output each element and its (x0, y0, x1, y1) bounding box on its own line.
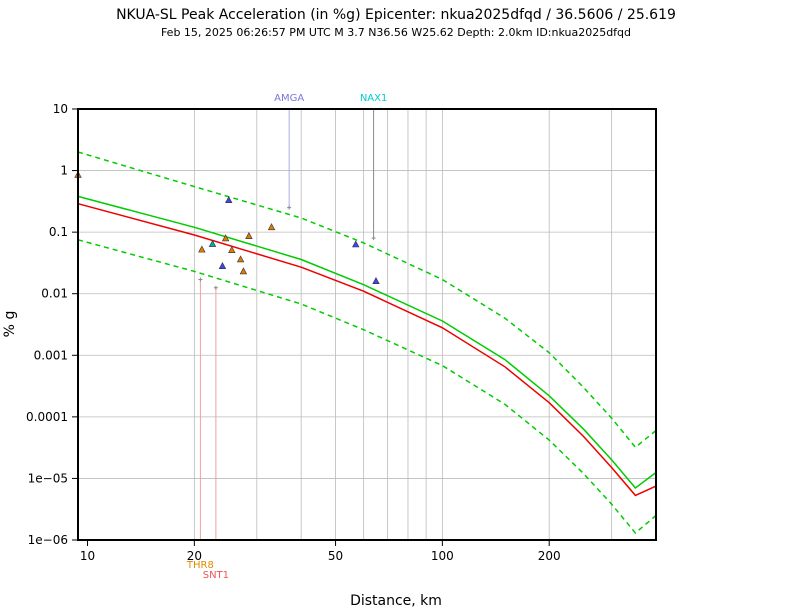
y-tick-label: 0.1 (49, 225, 68, 239)
station-point (239, 267, 248, 275)
gmpe-curves (77, 151, 657, 535)
grid (78, 108, 656, 541)
x-tick-label: 200 (538, 549, 561, 563)
chart-subtitle: Feb 15, 2025 06:26:57 PM UTC M 3.7 N36.5… (161, 26, 631, 39)
x-tick-label: 100 (431, 549, 454, 563)
station-point (228, 246, 236, 253)
station-point (218, 262, 227, 269)
flagged-point (287, 205, 292, 210)
station-point (245, 232, 253, 239)
axis-ticks: 10 20 50 100 200 10 1 0.1 0.01 0.001 0.0001 1e−05 1e… (26, 102, 561, 563)
y-tick-label: 1 (60, 164, 68, 178)
station-label: NAX1 (360, 93, 388, 104)
y-tick-label: 1e−06 (28, 533, 68, 547)
station-lines (199, 109, 375, 540)
flagged-point (213, 285, 218, 290)
station-label: THR8 (186, 560, 214, 571)
y-tick-label: 10 (53, 102, 68, 116)
x-tick-label: 50 (328, 549, 343, 563)
y-tick-label: 0.0001 (26, 410, 68, 424)
plot-frame (77, 108, 657, 541)
flagged-point (371, 236, 376, 241)
x-axis-label: Distance, km (350, 593, 442, 609)
y-tick-label: 1e−05 (28, 471, 68, 485)
series-line-3 (77, 202, 657, 497)
y-tick-label: 0.01 (41, 287, 68, 301)
station-point (221, 234, 230, 242)
series-line-0 (77, 195, 657, 490)
station-point (372, 277, 380, 284)
x-tick-label: 20 (187, 549, 202, 563)
station-point (198, 245, 206, 253)
station-point (208, 239, 217, 247)
station-point (225, 196, 233, 204)
chart-title: NKUA-SL Peak Acceleration (in %g) Epicen… (116, 7, 676, 23)
station-label: SNT1 (203, 570, 229, 581)
y-axis-label: % g (2, 311, 18, 338)
series-line-1 (77, 151, 657, 449)
station-point (236, 255, 245, 263)
station-point (267, 223, 276, 231)
flagged-point (198, 277, 203, 282)
y-tick-label: 0.001 (34, 348, 68, 362)
station-label: AMGA (274, 93, 304, 104)
series-line-2 (77, 239, 657, 535)
station-point (352, 240, 360, 248)
x-tick-label: 10 (80, 549, 95, 563)
